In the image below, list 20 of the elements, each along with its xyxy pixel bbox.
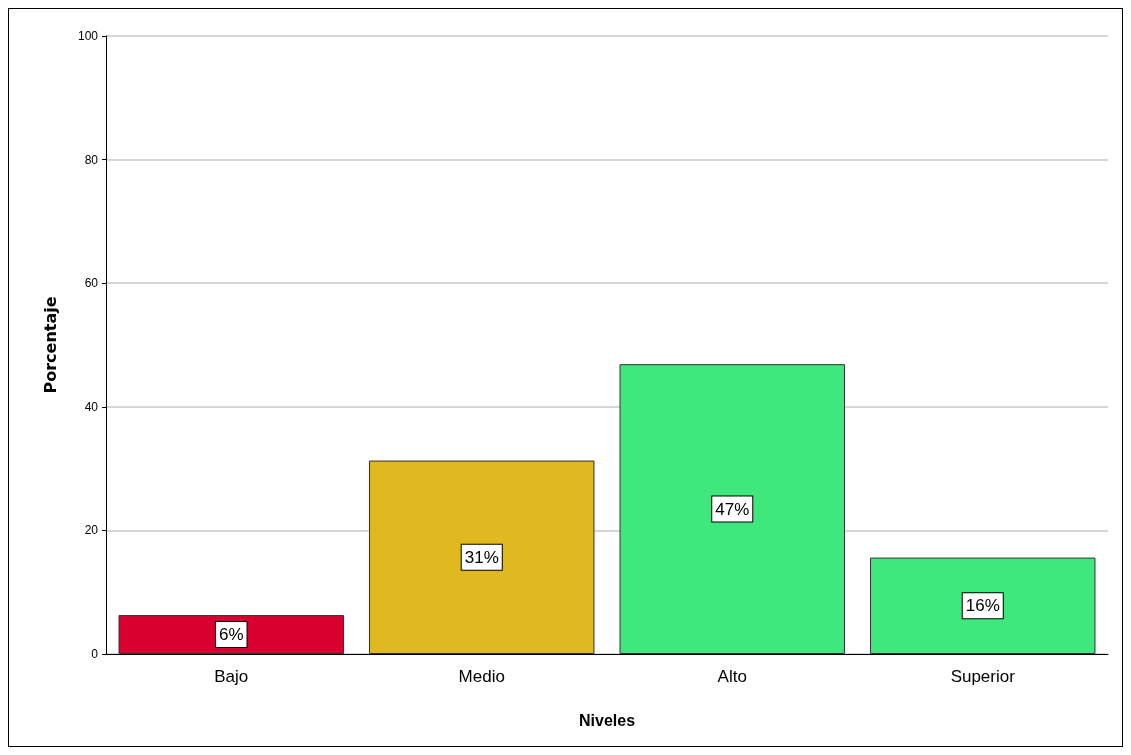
bar <box>118 615 344 654</box>
bar <box>369 460 595 654</box>
bar <box>870 557 1096 654</box>
data-label: 6% <box>218 625 244 645</box>
data-label: 16% <box>965 596 1000 616</box>
y-tick-label: 20 <box>84 523 99 538</box>
y-tick-label: 80 <box>84 152 99 167</box>
x-tick-label: Bajo <box>214 667 249 686</box>
x-tick-label: Medio <box>458 667 505 686</box>
y-axis-title: Porcentaje <box>40 296 60 394</box>
y-tick-label: 0 <box>91 647 99 661</box>
y-tick-label: 40 <box>84 399 99 414</box>
x-axis-title: Niveles <box>578 711 636 729</box>
y-tick-label: 60 <box>84 276 99 291</box>
bar <box>619 364 845 654</box>
x-tick-label: Superior <box>950 667 1016 686</box>
data-label: 47% <box>715 499 750 519</box>
data-label: 31% <box>464 547 499 567</box>
x-tick-label: Alto <box>717 667 747 686</box>
y-tick-label: 100 <box>77 29 99 43</box>
